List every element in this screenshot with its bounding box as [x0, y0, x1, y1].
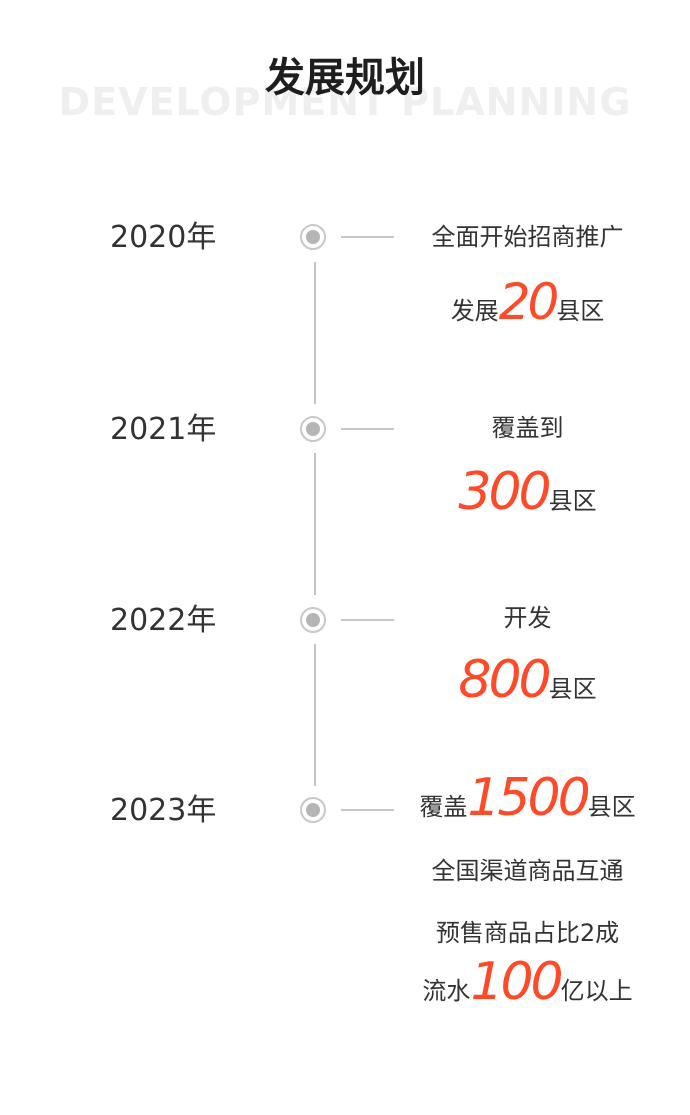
timeline-desc: 覆盖到 [405, 413, 650, 443]
timeline-desc: 流水100亿以上 [405, 952, 650, 1021]
desc-text: 县区 [556, 297, 605, 325]
timeline-desc: 全国渠道商品互通 [405, 856, 650, 886]
desc-text: 县区 [548, 487, 597, 515]
timeline-connector [314, 262, 316, 404]
desc-text: 县区 [548, 675, 597, 703]
timeline-dot [300, 797, 326, 823]
desc-line: 全面开始招商推广 [431, 223, 624, 251]
desc-number: 100 [470, 952, 563, 1012]
timeline-dot [300, 416, 326, 442]
desc-number: 20 [498, 273, 560, 331]
desc-line: 预售商品占比2成 [435, 919, 620, 947]
timeline-dot [300, 607, 326, 633]
desc-line: 开发 [503, 604, 552, 632]
timeline-connector [314, 644, 316, 786]
desc-text: 亿以上 [560, 977, 633, 1005]
timeline-desc: 预售商品占比2成 [405, 918, 650, 948]
page-title: 发展规划 [265, 55, 425, 101]
timeline-tick [341, 619, 394, 621]
timeline-desc: 300县区 [405, 462, 650, 531]
timeline-desc: 全面开始招商推广 [405, 222, 650, 252]
timeline-year: 2020年 [110, 220, 217, 255]
desc-text: 发展 [450, 297, 499, 325]
timeline-year: 2022年 [110, 603, 217, 638]
timeline-tick [341, 236, 394, 238]
timeline-tick [341, 809, 394, 811]
timeline-desc: 发展20县区 [405, 272, 650, 341]
desc-text: 覆盖 [419, 793, 468, 821]
timeline-connector [314, 453, 316, 595]
desc-number: 1500 [467, 768, 590, 828]
timeline-desc: 800县区 [405, 650, 650, 719]
desc-number: 300 [458, 462, 551, 522]
desc-text: 县区 [587, 793, 636, 821]
timeline-dot [300, 224, 326, 250]
page-subtitle-en: DEVELOPMENT PLANNING [58, 80, 632, 124]
timeline-year: 2023年 [110, 793, 217, 828]
timeline-desc: 开发 [405, 603, 650, 633]
desc-line: 全国渠道商品互通 [431, 857, 624, 885]
desc-text: 流水 [422, 977, 471, 1005]
timeline-tick [341, 428, 394, 430]
timeline-desc: 覆盖1500县区 [405, 768, 650, 837]
desc-number: 800 [458, 650, 551, 710]
desc-line: 覆盖到 [491, 414, 564, 442]
timeline-year: 2021年 [110, 412, 217, 447]
